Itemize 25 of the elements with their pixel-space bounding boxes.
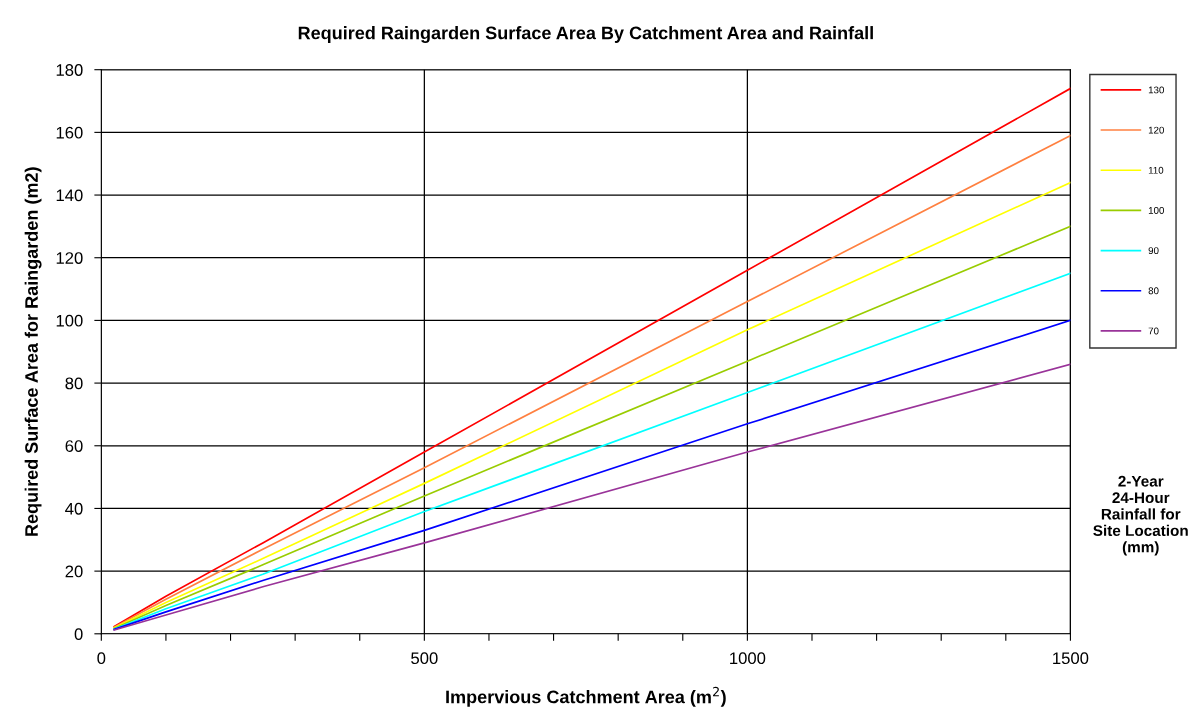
legend-label: 100 xyxy=(1148,207,1164,214)
legend-label: 80 xyxy=(1148,287,1159,295)
legend-label: 90 xyxy=(1148,247,1159,255)
y-tick-label: 80 xyxy=(65,377,83,390)
y-tick-label: 60 xyxy=(65,440,83,452)
y-tick-label: 140 xyxy=(56,189,83,202)
y-tick-label: 0 xyxy=(74,628,83,640)
legend-label: 130 xyxy=(1148,86,1164,94)
legend-label: 110 xyxy=(1148,166,1164,174)
chart-title: Required Raingarden Surface Area By Catchment Area and Rainfall xyxy=(298,26,873,43)
x-tick-label: 1000 xyxy=(730,652,766,665)
y-tick-label: 120 xyxy=(56,252,83,264)
y-axis-title: Required Surface Area for Raingarden (m2) xyxy=(24,167,42,536)
y-tick-label: 40 xyxy=(65,502,83,515)
y-tick-label: 20 xyxy=(65,565,83,578)
text: 2-Year 24-Hour Rainfall for Site Location (mm) xyxy=(1093,475,1188,556)
legend-label: 120 xyxy=(1148,126,1164,134)
x-tick-label: 1500 xyxy=(1053,652,1089,665)
y-tick-label: 180 xyxy=(56,64,83,76)
legend-label: 70 xyxy=(1148,327,1159,335)
x-tick-label: 500 xyxy=(411,652,438,665)
y-tick-label: 160 xyxy=(56,126,83,139)
x-axis-title: Impervious Catchment Area (m$^{2}$) xyxy=(446,686,726,707)
x-tick-label: 0 xyxy=(97,652,106,665)
y-tick-label: 100 xyxy=(56,314,83,327)
